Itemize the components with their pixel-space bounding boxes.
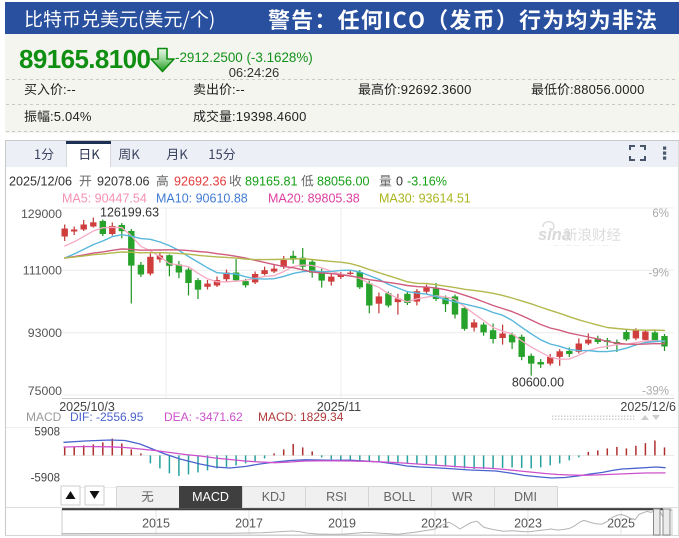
svg-text:111000: 111000 [23,264,62,278]
svg-text:2025: 2025 [607,517,635,531]
svg-text:93000: 93000 [28,326,62,340]
svg-text:DIF: -2556.95: DIF: -2556.95 [70,410,144,424]
svg-text:126199.63: 126199.63 [100,206,159,220]
svg-text:RSI: RSI [326,490,347,504]
svg-text::5.04%: :5.04% [50,109,92,124]
svg-text::--: :-- [232,82,245,97]
svg-text:92692.36: 92692.36 [174,175,227,189]
svg-text:2025/11: 2025/11 [317,400,361,414]
svg-text:MACD: 1829.34: MACD: 1829.34 [258,410,344,424]
svg-text:129000: 129000 [21,207,62,221]
svg-text:MA30: 93614.51: MA30: 93614.51 [379,192,471,206]
svg-text:2023: 2023 [514,517,542,531]
svg-text:MACD: MACD [192,490,229,504]
svg-text:88056.00: 88056.00 [317,175,370,189]
svg-text:MA10: 90610.88: MA10: 90610.88 [156,192,248,206]
svg-text:· ·— ·· — — · · — ·· — · ·: · ·— ·· — — · · — ·· — · · [547,243,615,249]
svg-text:89165.81: 89165.81 [245,175,298,189]
svg-text:80600.00: 80600.00 [512,376,564,390]
svg-text:MA5: 90447.54: MA5: 90447.54 [62,192,147,206]
svg-text:MACD: MACD [26,410,62,424]
svg-text:2021: 2021 [421,517,449,531]
svg-text:5908: 5908 [34,427,60,439]
svg-text:WR: WR [452,490,473,504]
svg-text:-2912.2500 (-3.1628%): -2912.2500 (-3.1628%) [175,50,313,65]
svg-text:KDJ: KDJ [262,490,286,504]
svg-text:2019: 2019 [328,517,356,531]
svg-text:2025/12/06: 2025/12/06 [9,175,72,189]
svg-text:2017: 2017 [235,517,263,531]
svg-text:2015: 2015 [142,517,170,531]
svg-text:-5908: -5908 [31,473,60,485]
svg-text:MA20: 89805.38: MA20: 89805.38 [268,192,360,206]
svg-text:6%: 6% [652,208,669,220]
svg-text:BOLL: BOLL [384,490,416,504]
svg-text::--: :-- [63,82,76,97]
svg-text::19398.4600: :19398.4600 [232,109,307,124]
svg-text::88056.0000: :88056.0000 [570,82,645,97]
svg-text:-39%: -39% [642,386,669,398]
svg-text:DEA: -3471.62: DEA: -3471.62 [164,410,243,424]
svg-text:2025/10/3: 2025/10/3 [59,400,115,414]
svg-text:75000: 75000 [28,384,62,398]
svg-text:DMI: DMI [514,490,537,504]
svg-text:92078.06: 92078.06 [97,175,150,189]
svg-text:-3.16%: -3.16% [407,175,447,189]
svg-text::92692.3600: :92692.3600 [397,82,472,97]
svg-text:06:24:26: 06:24:26 [229,65,280,80]
svg-text:-9%: -9% [649,268,669,280]
svg-text:sina: sina [538,226,571,244]
svg-text:89165.8100: 89165.8100 [19,44,151,74]
svg-text:2025/12/6: 2025/12/6 [620,400,676,414]
svg-text:0: 0 [396,175,403,189]
